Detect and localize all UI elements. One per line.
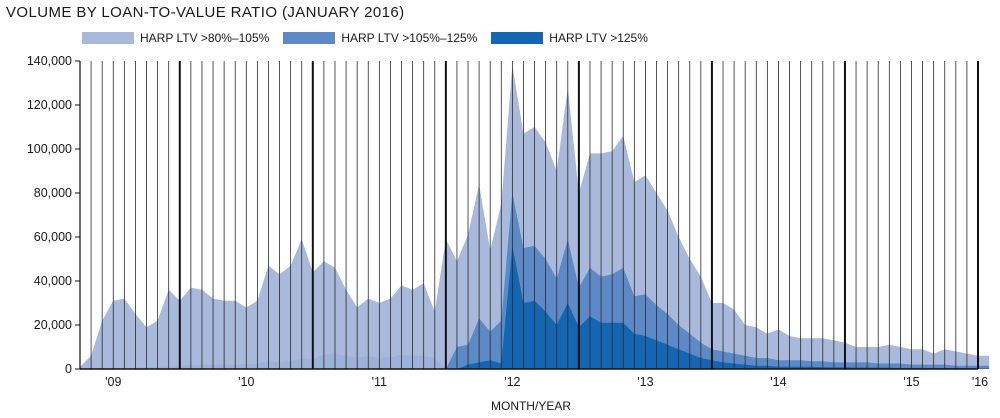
y-tick-label: 20,000 (34, 318, 72, 332)
y-tick-labels: 0 20,000 40,000 60,000 80,000 100,000 120,000 1… (27, 54, 72, 376)
x-tick-label: '09 (105, 375, 121, 389)
x-tick-label: '10 (238, 375, 254, 389)
area-baseline (80, 353, 990, 369)
y-tick-label: 100,000 (27, 142, 72, 156)
legend-item-ltv-80-105: HARP LTV >80%–105% (82, 31, 269, 45)
y-tick-label: 60,000 (34, 230, 72, 244)
x-tick-label: '11 (372, 375, 387, 389)
y-tick-label: 40,000 (34, 274, 72, 288)
x-tick-labels: '09 '10 '11 '12 '13 '14 '15 '16 (105, 375, 988, 389)
y-tick-label: 80,000 (34, 186, 72, 200)
chart-title: VOLUME BY LOAN-TO-VALUE RATIO (JANUARY 2… (6, 4, 405, 21)
legend-label-ltv-80-105: HARP LTV >80%–105% (140, 31, 270, 45)
legend-label-ltv-105-125: HARP LTV >105%–125% (341, 31, 478, 45)
x-axis-label: MONTH/YEAR (491, 399, 571, 413)
x-tick-label: '13 (637, 375, 653, 389)
legend-swatch-ltv-105-125 (283, 32, 336, 44)
y-tick-label: 120,000 (27, 98, 72, 112)
x-tick-label: '16 (972, 375, 988, 389)
legend-item-ltv-125-plus: HARP LTV >125% (491, 31, 648, 45)
y-tick-label: 140,000 (27, 54, 72, 68)
legend-label-ltv-125-plus: HARP LTV >125% (549, 31, 648, 45)
x-tick-label: '12 (504, 375, 520, 389)
y-tick-label: 0 (65, 362, 72, 376)
legend-swatch-ltv-80-105 (82, 32, 134, 44)
legend-swatch-ltv-125-plus (491, 32, 544, 44)
axes (75, 60, 979, 370)
x-tick-label: '14 (770, 375, 786, 389)
legend: HARP LTV >80%–105% HARP LTV >105%–125% H… (82, 31, 648, 45)
x-tick-label: '15 (903, 375, 919, 389)
legend-item-ltv-105-125: HARP LTV >105%–125% (283, 31, 477, 45)
